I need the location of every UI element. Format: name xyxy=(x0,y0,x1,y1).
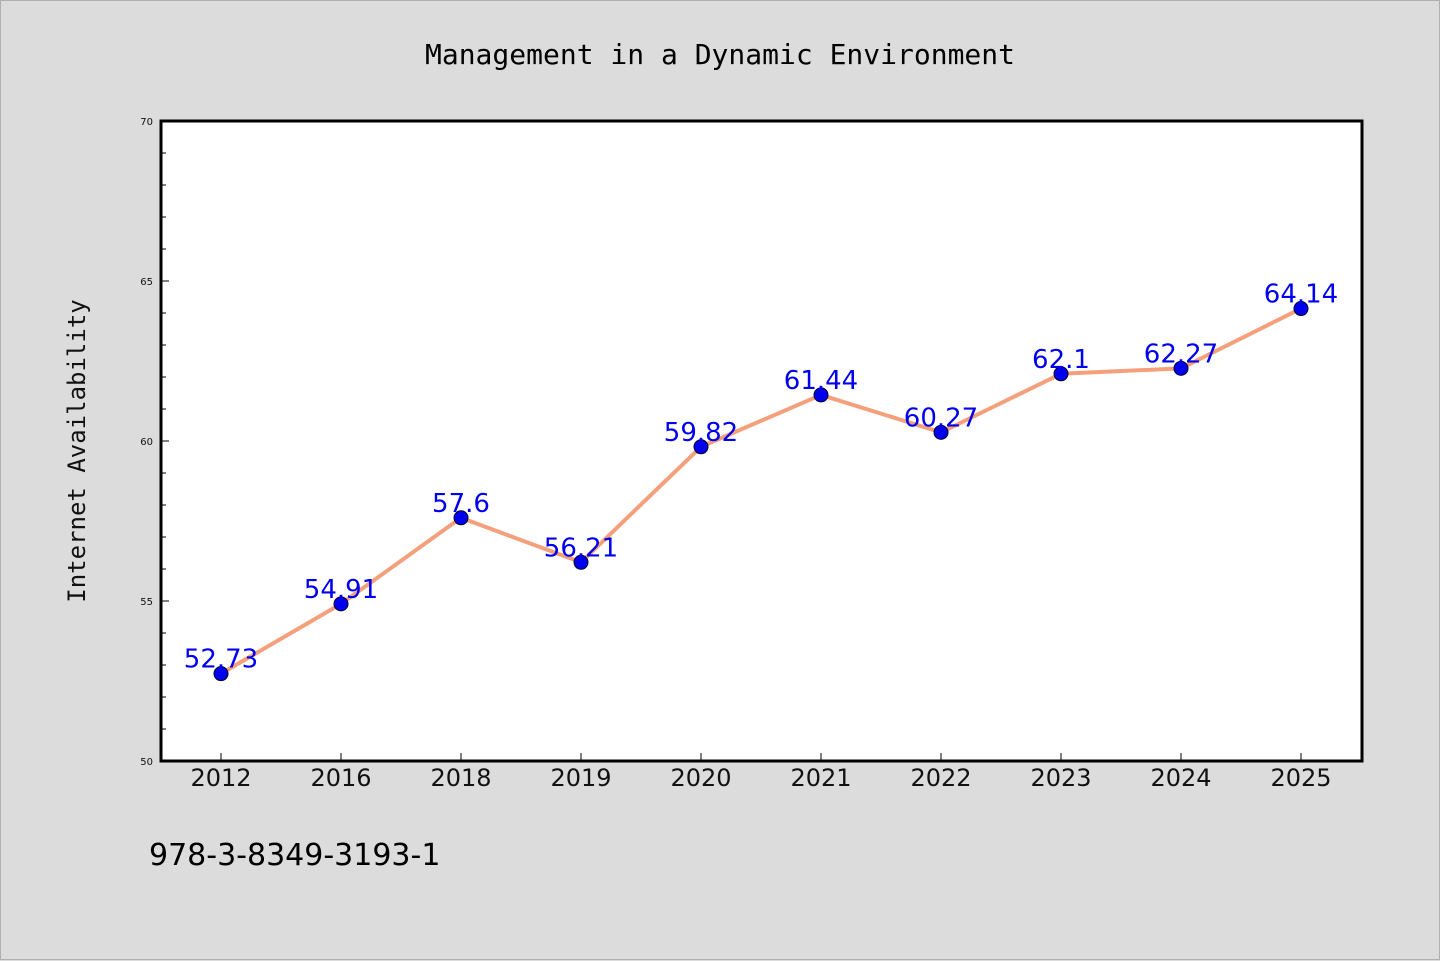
data-label: 57.6 xyxy=(432,489,490,519)
data-point xyxy=(453,510,469,526)
footer-isbn: 978-3-8349-3193-1 xyxy=(149,838,440,873)
x-axis: 2012 2016 2018 2019 2020 2021 2022 2023 2024 2025 xyxy=(190,753,1332,792)
data-point xyxy=(1173,360,1189,376)
data-point xyxy=(213,666,229,682)
data-point xyxy=(1293,301,1309,317)
data-point xyxy=(1053,366,1069,382)
x-tick-label: 2019 xyxy=(550,764,611,792)
data-label: 62.1 xyxy=(1032,345,1090,375)
data-label: 54.91 xyxy=(304,575,378,605)
data-label: 61.44 xyxy=(784,366,858,396)
data-label: 52.73 xyxy=(184,645,258,675)
y-tick-label: 70 xyxy=(140,117,153,128)
y-tick-label: 55 xyxy=(140,597,153,608)
data-point xyxy=(693,439,709,455)
x-tick-label: 2018 xyxy=(430,764,491,792)
y-tick-label: 65 xyxy=(140,277,153,288)
x-tick-label: 2020 xyxy=(670,764,731,792)
data-label: 56.21 xyxy=(544,533,618,563)
x-tick-label: 2025 xyxy=(1270,764,1331,792)
series-line xyxy=(219,306,1302,676)
data-point xyxy=(933,424,949,440)
data-label: 62.27 xyxy=(1144,339,1218,369)
x-tick-label: 2016 xyxy=(310,764,371,792)
x-tick-label: 2023 xyxy=(1030,764,1091,792)
data-point xyxy=(333,596,349,612)
y-tick-label: 60 xyxy=(140,437,153,448)
data-label: 60.27 xyxy=(904,403,978,433)
plot-border xyxy=(159,119,1364,763)
plot-area xyxy=(161,121,1362,761)
data-label: 59.82 xyxy=(664,418,738,448)
x-tick-label: 2021 xyxy=(790,764,851,792)
data-label: 64.14 xyxy=(1264,280,1338,310)
y-axis-label: Internet Availability xyxy=(63,299,91,602)
y-tick-label: 50 xyxy=(140,757,153,768)
data-point xyxy=(813,387,829,403)
x-tick-label: 2012 xyxy=(190,764,251,792)
chart-title: Management in a Dynamic Environment xyxy=(425,38,1015,71)
data-point xyxy=(573,554,589,570)
series-layer: 52.73 54.91 57.6 56.21 59.82 61.44 60.27 62.1 62… xyxy=(184,280,1338,682)
x-tick-label: 2024 xyxy=(1150,764,1211,792)
x-tick-label: 2022 xyxy=(910,764,971,792)
